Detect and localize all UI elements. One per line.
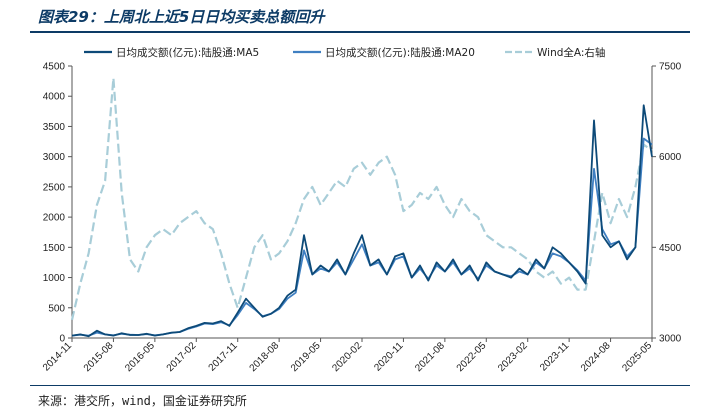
y-left-tick-label: 1500 <box>43 243 66 254</box>
y-right-tick-label: 6000 <box>659 152 682 163</box>
x-tick-label: 2017-02 <box>165 340 199 374</box>
x-tick-label: 2014-11 <box>41 340 75 374</box>
chart-axes: 0 500 1000 1500 2000 2500 3000 3500 4000 4500 3000… <box>41 62 682 375</box>
y-left-tick-label: 4000 <box>43 92 66 103</box>
x-tick-label: 2020-11 <box>372 340 406 374</box>
x-tick-label: 2019-05 <box>289 340 323 374</box>
source-note: 来源：港交所，wind，国金证券研究所 <box>38 394 247 408</box>
line-chart: 0 500 1000 1500 2000 2500 3000 3500 4000 4500 3000… <box>41 46 682 375</box>
chart-title: 图表29：上周北上近5日日均买卖总额回升 <box>38 8 325 26</box>
x-tick-label: 2016-05 <box>123 340 157 374</box>
y-right-tick-label: 4500 <box>659 243 682 254</box>
series-layer <box>70 77 653 338</box>
y-left-tick-label: 4500 <box>43 62 66 73</box>
chart-legend: 日均成交额(亿元):陆股通:MA5 日均成交额(亿元):陆股通:MA20 Wind全… <box>84 46 605 59</box>
y-right-tick-label: 3000 <box>659 334 682 345</box>
legend-label: Wind全A:右轴 <box>537 46 605 59</box>
y-left-tick-label: 2000 <box>43 213 66 224</box>
legend-label: 日均成交额(亿元):陆股通:MA20 <box>325 46 475 59</box>
x-tick-label: 2015-08 <box>82 340 116 374</box>
x-tick-label: 2018-08 <box>248 340 282 374</box>
title-divider <box>30 31 690 33</box>
y-right-tick-label: 7500 <box>659 62 682 73</box>
x-tick-label: 2021-08 <box>413 340 447 374</box>
x-tick-label: 2025-05 <box>620 340 654 374</box>
series-line-0 <box>71 104 653 338</box>
x-tick-label: 2024-08 <box>579 340 613 374</box>
series-line-2 <box>70 77 653 321</box>
y-left-tick-label: 2500 <box>43 182 66 193</box>
legend-label: 日均成交额(亿元):陆股通:MA5 <box>116 46 259 59</box>
y-left-tick-label: 3500 <box>43 122 66 133</box>
y-left-tick-label: 1000 <box>43 273 66 284</box>
y-left-tick-label: 500 <box>48 303 65 314</box>
x-tick-label: 2023-11 <box>538 340 572 374</box>
x-tick-label: 2023-02 <box>496 340 530 374</box>
x-tick-label: 2017-11 <box>207 340 241 374</box>
y-left-tick-label: 0 <box>59 334 65 345</box>
y-left-tick-label: 3000 <box>43 152 66 163</box>
x-tick-label: 2022-05 <box>455 340 489 374</box>
source-divider <box>30 385 690 386</box>
x-tick-label: 2020-02 <box>330 340 364 374</box>
